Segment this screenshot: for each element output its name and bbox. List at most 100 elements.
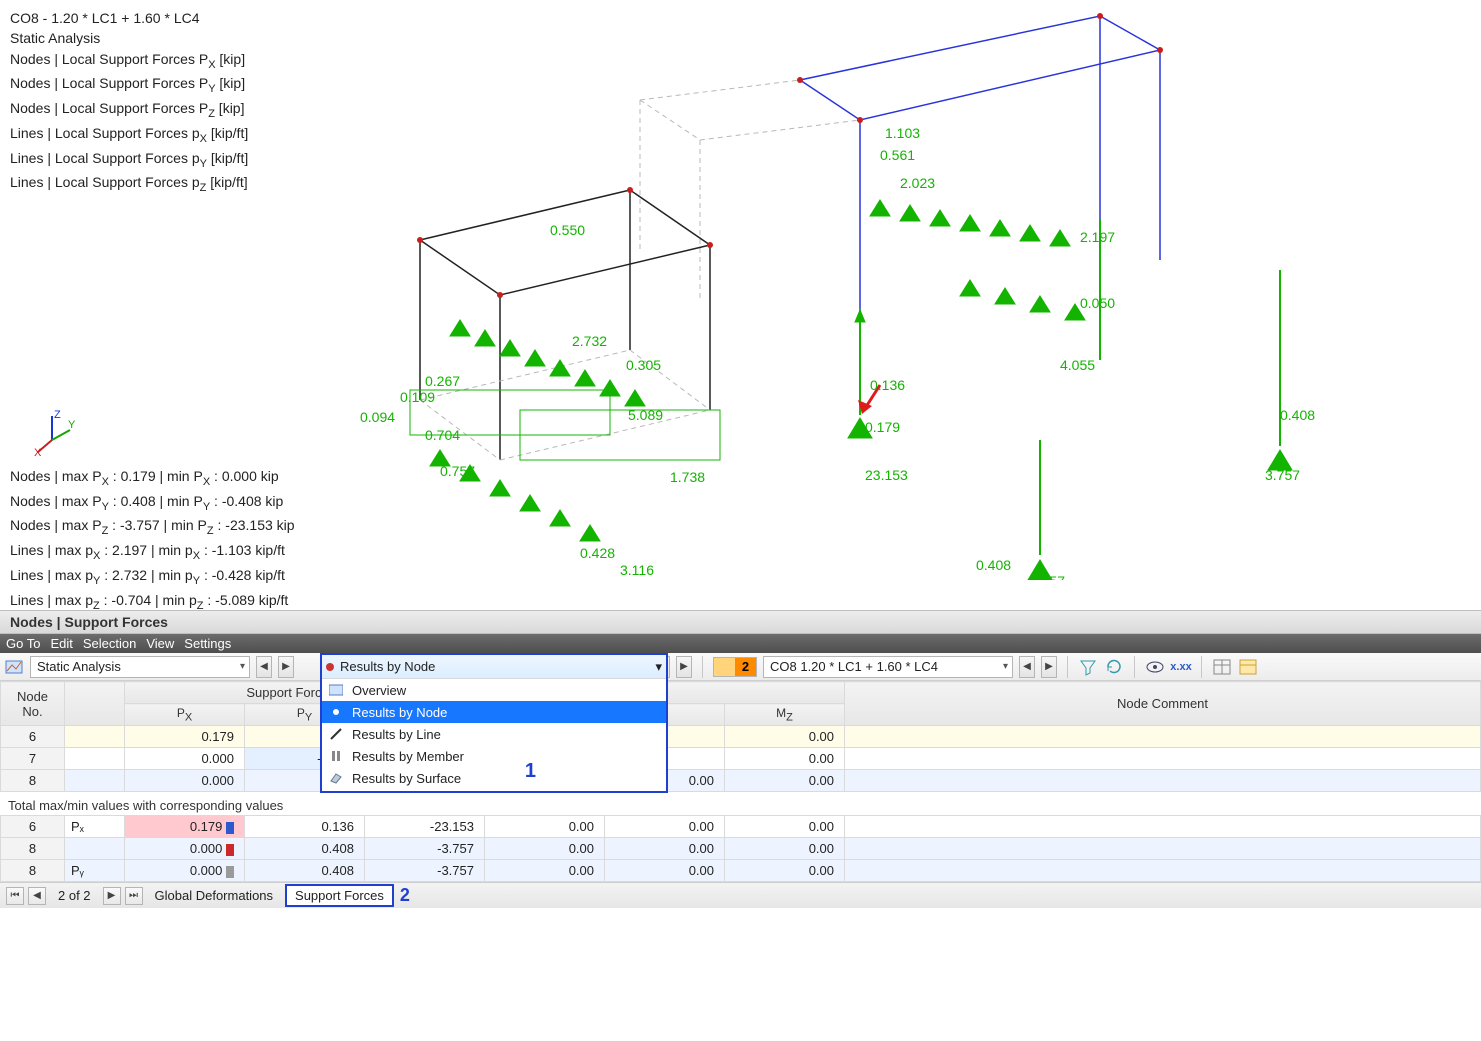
menu-goto[interactable]: Go To	[6, 636, 40, 651]
refresh-icon[interactable]	[1104, 657, 1124, 677]
tab-global-deformations[interactable]: Global Deformations	[147, 886, 282, 905]
prev-loadcase-button[interactable]: ◀	[1019, 656, 1035, 678]
svg-text:23.153: 23.153	[865, 467, 908, 483]
results-toolbar: Static Analysis ▾ ◀ ▶ ◀ ▶ 2 CO8 1.20 * L…	[0, 653, 1481, 681]
svg-text:0.109: 0.109	[400, 389, 435, 405]
dropdown-item-results-by-line[interactable]: Results by Line	[322, 723, 666, 745]
vp-summary-line: Lines | max pY : 2.732 | min pY : -0.428…	[10, 565, 295, 590]
svg-text:Z: Z	[54, 410, 61, 421]
vp-line: Lines | Local Support Forces pX [kip/ft]	[10, 123, 248, 148]
svg-text:2.732: 2.732	[572, 333, 607, 349]
table-row[interactable]: 70.000-0.4080.00	[1, 748, 1481, 770]
col-mz[interactable]: MZ	[725, 704, 845, 726]
vp-line: Lines | Local Support Forces pZ [kip/ft]	[10, 172, 248, 197]
line-support-row	[450, 320, 645, 406]
svg-text:2.197: 2.197	[1080, 229, 1115, 245]
loadcase-number: 2	[735, 658, 756, 676]
viewport-summary-block: Nodes | max PX : 0.179 | min PX : 0.000 …	[10, 466, 295, 614]
svg-text:0.050: 0.050	[1080, 295, 1115, 311]
last-page-button[interactable]: ⏭	[125, 887, 143, 905]
vp-line: CO8 - 1.20 * LC1 + 1.60 * LC4	[10, 8, 248, 28]
viewport-model-drawing: 0.550 0.561 1.103 2.023 2.197 0.050 4.05…	[340, 10, 1340, 580]
node-icon	[328, 704, 344, 720]
table-alt-icon[interactable]	[1238, 657, 1258, 677]
member-icon	[328, 748, 344, 764]
svg-text:Y: Y	[68, 419, 76, 431]
first-page-button[interactable]: ⏮	[6, 887, 24, 905]
annotation-1: 1	[525, 760, 536, 783]
surface-icon	[328, 770, 344, 786]
dropdown-item-results-by-member[interactable]: Results by Member	[322, 745, 666, 767]
results-type-current: Results by Node	[340, 659, 435, 674]
vp-line: Nodes | Local Support Forces PZ [kip]	[10, 98, 248, 123]
table-row[interactable]: 60.1790.1360.00	[1, 726, 1481, 748]
loadcase-label: CO8 1.20 * LC1 + 1.60 * LC4	[770, 659, 938, 674]
svg-text:0.704: 0.704	[425, 427, 460, 443]
vp-line: Nodes | Local Support Forces PX [kip]	[10, 49, 248, 74]
dropdown-item-results-by-surface[interactable]: Results by Surface	[322, 767, 666, 789]
svg-text:0.267: 0.267	[425, 373, 460, 389]
next-result-button[interactable]: ▶	[676, 656, 692, 678]
svg-text:3.116: 3.116	[620, 562, 654, 578]
svg-text:0.305: 0.305	[626, 357, 661, 373]
footer-nav: ⏮ ◀ 2 of 2 ▶ ⏭ Global Deformations Suppo…	[0, 882, 1481, 908]
col-px[interactable]: PX	[125, 704, 245, 726]
table-icon[interactable]	[1212, 657, 1232, 677]
table-row[interactable]: 80.000 0.408-3.7570.000.000.00	[1, 838, 1481, 860]
svg-text:4.055: 4.055	[1060, 357, 1095, 373]
annotation-2: 2	[400, 885, 410, 906]
svg-text:0.757: 0.757	[440, 463, 475, 479]
analysis-icon	[4, 657, 24, 677]
vp-summary-line: Lines | max pZ : -0.704 | min pZ : -5.08…	[10, 590, 295, 615]
col-comment[interactable]: Node Comment	[845, 682, 1481, 726]
precision-icon[interactable]: x.xx	[1171, 657, 1191, 677]
viewport-3d[interactable]: CO8 - 1.20 * LC1 + 1.60 * LC4 Static Ana…	[0, 0, 1481, 610]
page-indicator: 2 of 2	[58, 888, 91, 903]
loadcase-combo[interactable]: CO8 1.20 * LC1 + 1.60 * LC4 ▾	[763, 656, 1013, 678]
next-loadcase-button[interactable]: ▶	[1041, 656, 1057, 678]
svg-text:2.023: 2.023	[900, 175, 935, 191]
svg-text:3.757: 3.757	[1265, 467, 1300, 483]
svg-text:0.094: 0.094	[360, 409, 395, 425]
tab-support-forces[interactable]: Support Forces	[285, 884, 394, 907]
prev-analysis-button[interactable]: ◀	[256, 656, 272, 678]
line-icon	[328, 726, 344, 742]
menu-view[interactable]: View	[146, 636, 174, 651]
overview-icon	[328, 682, 344, 698]
vp-summary-line: Nodes | max PZ : -3.757 | min PZ : -23.1…	[10, 515, 295, 540]
menu-selection[interactable]: Selection	[83, 636, 136, 651]
svg-text:0.408: 0.408	[1280, 407, 1315, 423]
menu-edit[interactable]: Edit	[50, 636, 72, 651]
dropdown-item-results-by-node[interactable]: Results by Node	[322, 701, 666, 723]
results-table[interactable]: NodeNo. Support Forces [kip] ft] Node Co…	[0, 681, 1481, 882]
prev-page-button[interactable]: ◀	[28, 887, 46, 905]
loadcase-color-icon[interactable]: 2	[713, 657, 757, 677]
vp-summary-line: Nodes | max PY : 0.408 | min PY : -0.408…	[10, 491, 295, 516]
vp-line: Nodes | Local Support Forces PY [kip]	[10, 73, 248, 98]
svg-text:0.428: 0.428	[580, 545, 615, 561]
svg-text:0.550: 0.550	[550, 222, 585, 238]
table-row[interactable]: 80.0000.408-3.7570.000.000.00	[1, 770, 1481, 792]
vp-line: Static Analysis	[10, 28, 248, 48]
filter-icon[interactable]	[1078, 657, 1098, 677]
next-analysis-button[interactable]: ▶	[278, 656, 294, 678]
vp-summary-line: Lines | max pX : 2.197 | min pX : -1.103…	[10, 540, 295, 565]
svg-text:5.089: 5.089	[628, 407, 663, 423]
svg-text:X: X	[34, 447, 42, 458]
svg-text:0.408: 0.408	[976, 557, 1011, 573]
menu-settings[interactable]: Settings	[184, 636, 231, 651]
table-row[interactable]: 6Pₓ0.179 0.136-23.1530.000.000.00	[1, 816, 1481, 838]
svg-text:0.179: 0.179	[865, 419, 900, 435]
svg-text:1.103: 1.103	[885, 125, 920, 141]
eye-icon[interactable]	[1145, 657, 1165, 677]
panel-menu-bar[interactable]: Go To Edit Selection View Settings	[0, 634, 1481, 653]
col-node-no[interactable]: NodeNo.	[1, 682, 65, 726]
vp-summary-line: Nodes | max PX : 0.179 | min PX : 0.000 …	[10, 466, 295, 491]
next-page-button[interactable]: ▶	[103, 887, 121, 905]
svg-text:3.757: 3.757	[1030, 573, 1065, 580]
results-type-dropdown[interactable]: Results by Node ▾ Overview Results by No…	[320, 653, 668, 793]
dropdown-item-overview[interactable]: Overview	[322, 679, 666, 701]
analysis-type-combo[interactable]: Static Analysis ▾	[30, 656, 250, 678]
vp-line: Lines | Local Support Forces pY [kip/ft]	[10, 148, 248, 173]
table-row[interactable]: 8Pᵧ0.000 0.408-3.7570.000.000.00	[1, 860, 1481, 882]
